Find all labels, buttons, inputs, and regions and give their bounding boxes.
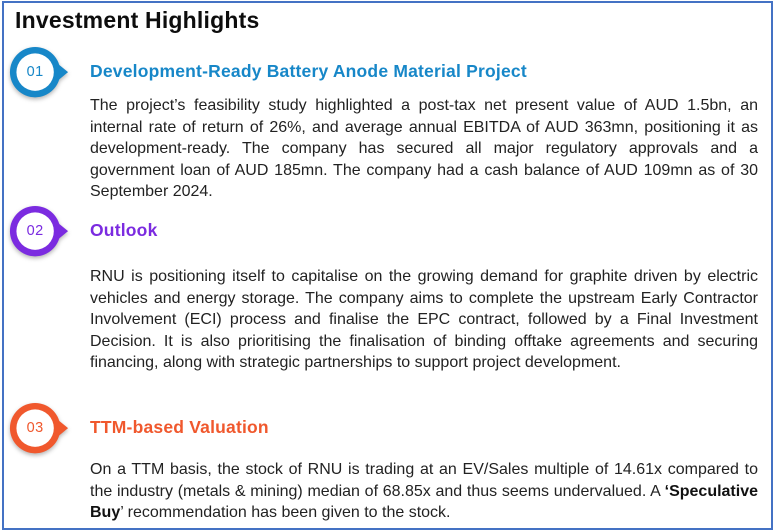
- section-02-paragraph: RNU is positioning itself to capitalise …: [90, 268, 758, 371]
- step-01-marker-icon: 01: [8, 45, 70, 109]
- valuation-text-before: On a TTM basis, the stock of RNU is trad…: [90, 461, 758, 500]
- step-01-number: 01: [27, 64, 44, 80]
- page-title: Investment Highlights: [15, 7, 260, 33]
- section-01-heading: Development-Ready Battery Anode Material…: [90, 61, 527, 81]
- marker-inner-circle: [16, 212, 54, 250]
- step-03-number: 03: [27, 420, 44, 436]
- section-02-heading: Outlook: [90, 220, 158, 240]
- section-01-paragraph: The project’s feasibility study highligh…: [90, 97, 758, 200]
- step-03-marker-icon: 03: [8, 401, 70, 465]
- marker-inner-circle: [16, 53, 54, 91]
- step-02-number: 02: [27, 223, 44, 239]
- section-03-paragraph: On a TTM basis, the stock of RNU is trad…: [90, 459, 758, 524]
- marker-inner-circle: [16, 409, 54, 447]
- section-03-heading: TTM-based Valuation: [90, 417, 269, 437]
- step-02-marker-icon: 02: [8, 204, 70, 268]
- valuation-text-after: ’ recommendation has been given to the s…: [120, 504, 451, 521]
- recommendation-badge-text: ‘Speculative Buy: [90, 482, 758, 522]
